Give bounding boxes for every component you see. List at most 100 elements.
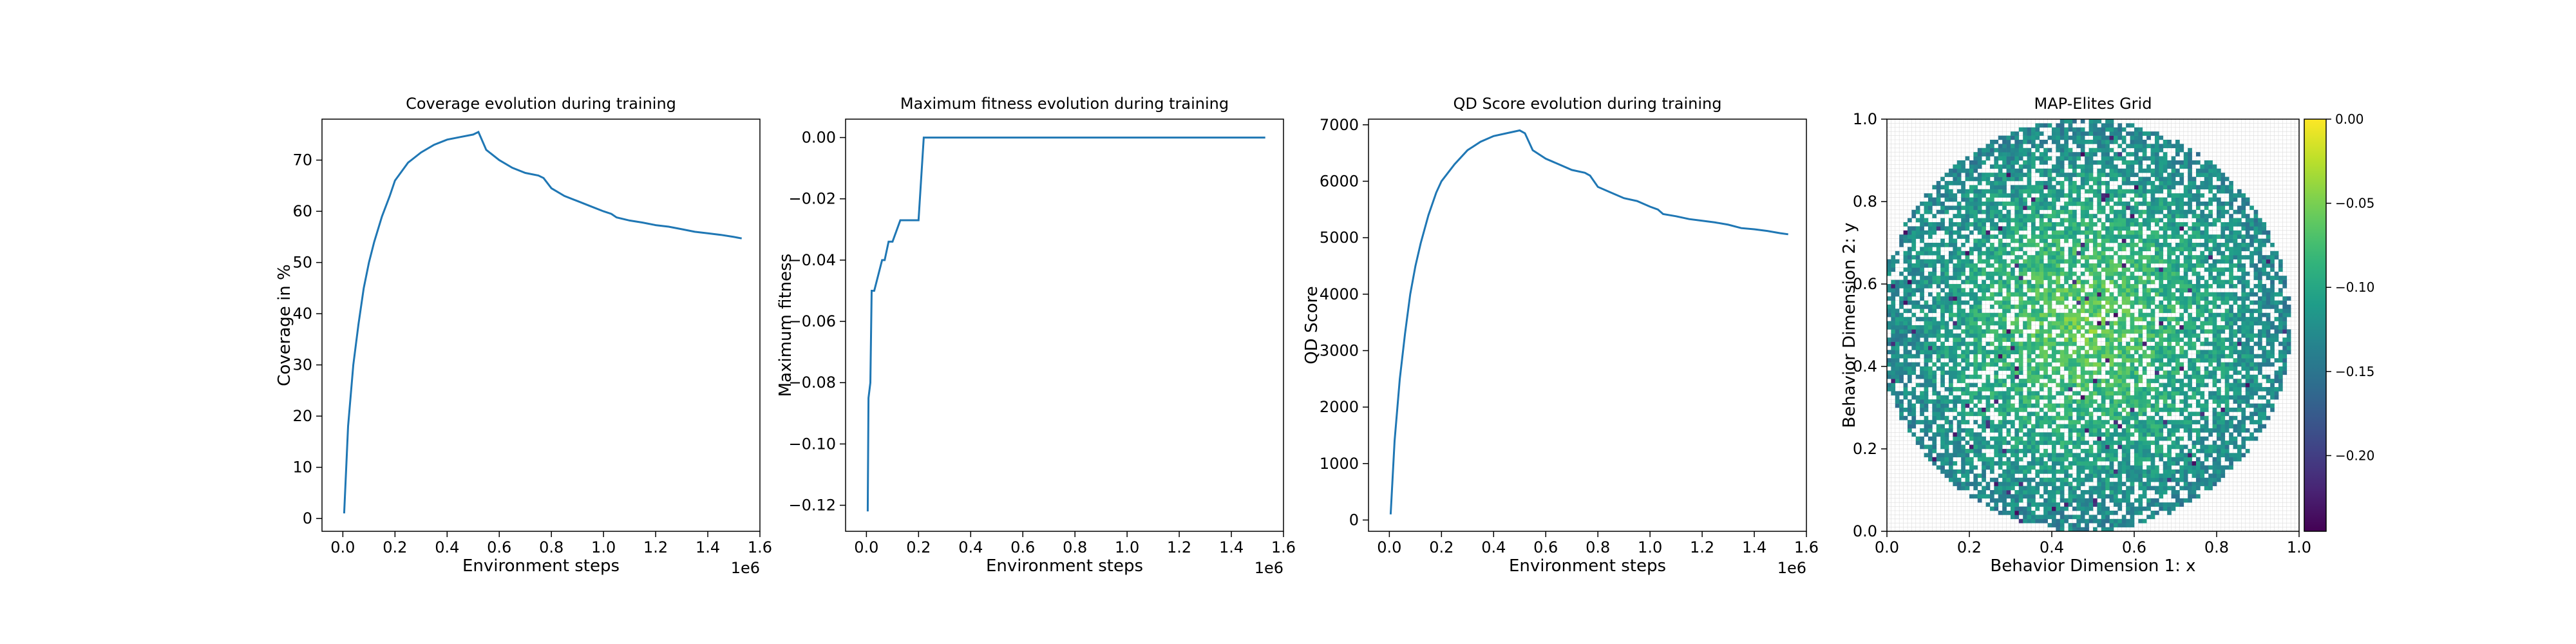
heatmap-cell: [2068, 152, 2073, 156]
heatmap-cell: [2068, 449, 2073, 453]
heatmap-cell: [2068, 202, 2073, 206]
heatmap-cell: [2171, 428, 2176, 433]
heatmap-cell: [2188, 362, 2192, 367]
heatmap-cell: [1982, 209, 1986, 214]
heatmap-cell: [2101, 209, 2106, 214]
heatmap-cell: [2159, 325, 2164, 330]
heatmap-cell: [2035, 197, 2040, 202]
heatmap-cell: [2039, 234, 2044, 239]
heatmap-cell: [1956, 453, 1962, 458]
heatmap-cell: [2196, 337, 2201, 342]
heatmap-cell: [2101, 255, 2106, 260]
heatmap-cell: [2188, 469, 2192, 474]
heatmap-cell: [2068, 379, 2073, 383]
heatmap-cell: [1973, 160, 1978, 165]
heatmap-cell: [1990, 292, 1994, 297]
heatmap-cell: [1965, 358, 1970, 363]
heatmap-cell: [2159, 251, 2164, 256]
heatmap-cell: [2155, 176, 2159, 182]
heatmap-cell: [2134, 461, 2139, 466]
heatmap-cell: [2114, 473, 2118, 478]
heatmap-cell: [1944, 185, 1949, 190]
heatmap-cell: [2052, 193, 2056, 198]
heatmap-cell: [1961, 251, 1965, 256]
heatmap-cell: [2188, 181, 2192, 185]
heatmap-cell: [1944, 444, 1949, 450]
heatmap-cell: [2031, 308, 2036, 314]
heatmap-cell: [2023, 197, 2027, 202]
heatmap-cell: [1932, 383, 1937, 388]
heatmap-cell: [1985, 255, 1991, 260]
heatmap-cell: [1994, 202, 1999, 206]
heatmap-cell: [1994, 226, 1999, 231]
heatmap-cell: [2085, 173, 2089, 177]
heatmap-cell: [2146, 403, 2151, 408]
heatmap-cell: [2018, 440, 2023, 445]
heatmap-cell: [2014, 156, 2020, 161]
heatmap-cell: [2056, 453, 2061, 458]
heatmap-cell: [2097, 276, 2102, 280]
heatmap-cell: [2006, 502, 2011, 507]
heatmap-cell: [2035, 263, 2040, 268]
heatmap-cell: [2126, 461, 2130, 466]
heatmap-cell: [2052, 477, 2056, 482]
heatmap-cell: [2134, 399, 2139, 404]
heatmap-cell: [2031, 440, 2036, 445]
heatmap-cell: [2039, 461, 2044, 466]
heatmap-cell: [1961, 473, 1965, 478]
heatmap-cell: [1928, 341, 1933, 346]
heatmap-cell: [1982, 317, 1986, 321]
heatmap-cell: [1953, 362, 1958, 367]
heatmap-cell: [2031, 267, 2036, 272]
y-tick-label: −0.06: [788, 312, 836, 330]
heatmap-cell: [2188, 160, 2192, 165]
heatmap-cell: [2088, 255, 2094, 260]
heatmap-cell: [2146, 457, 2151, 462]
heatmap-cell: [2052, 498, 2056, 503]
heatmap-cell: [2171, 173, 2176, 177]
heatmap-cell: [2085, 518, 2089, 524]
heatmap-cell: [2027, 218, 2032, 223]
heatmap-cell: [2163, 473, 2168, 478]
heatmap-cell: [2080, 440, 2085, 445]
heatmap-cell: [2097, 305, 2102, 309]
heatmap-cell: [2146, 362, 2151, 367]
heatmap-cell: [1915, 317, 1920, 321]
heatmap-cell: [2138, 358, 2143, 363]
heatmap-cell: [2114, 523, 2118, 527]
heatmap-cell: [2064, 176, 2069, 182]
heatmap-cell: [1887, 271, 1891, 276]
heatmap-cell: [2039, 284, 2044, 289]
heatmap-cell: [1944, 337, 1949, 342]
heatmap-cell: [2052, 518, 2056, 524]
heatmap-cell: [2080, 168, 2085, 173]
heatmap-cell: [2159, 506, 2164, 511]
heatmap-cell: [1965, 189, 1970, 194]
heatmap-cell: [2014, 350, 2020, 355]
heatmap-cell: [1899, 337, 1904, 342]
heatmap-cell: [1961, 160, 1965, 165]
heatmap-cell: [2192, 391, 2197, 396]
heatmap-cell: [2196, 412, 2201, 417]
heatmap-cell: [2117, 156, 2123, 161]
heatmap-cell: [2031, 453, 2036, 458]
heatmap-cell: [2117, 202, 2123, 206]
heatmap-cell: [2043, 222, 2048, 227]
heatmap-cell: [1985, 288, 1991, 293]
heatmap-cell: [2188, 259, 2192, 264]
heatmap-cell: [2085, 292, 2089, 297]
heatmap-cell: [2052, 131, 2056, 136]
heatmap-cell: [2056, 197, 2061, 202]
heatmap-cell: [2052, 486, 2056, 491]
heatmap-cell: [2060, 131, 2065, 136]
heatmap-cell: [2018, 292, 2023, 297]
heatmap-cell: [2114, 403, 2118, 408]
heatmap-cell: [2047, 432, 2052, 437]
heatmap-cell: [2159, 176, 2164, 182]
heatmap-cell: [2002, 160, 2007, 165]
heatmap-cell: [2121, 432, 2126, 437]
heatmap-cell: [2101, 205, 2106, 211]
heatmap-cell: [2052, 325, 2056, 330]
heatmap-cell: [1977, 251, 1982, 256]
heatmap-cell: [1920, 292, 1924, 297]
